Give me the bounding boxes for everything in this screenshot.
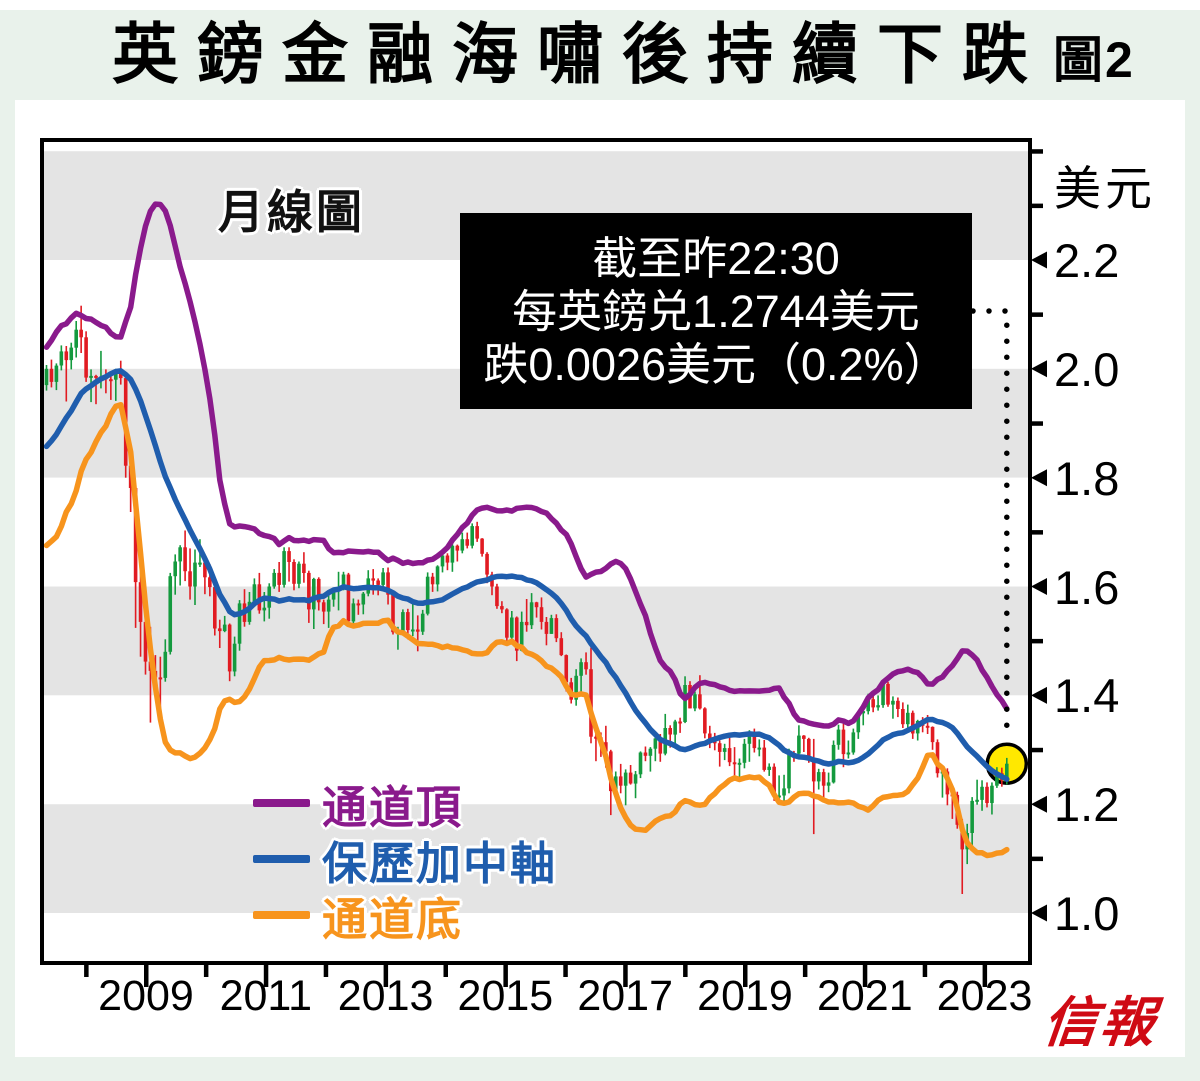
x-tick-label: 2017	[577, 972, 674, 1020]
y-tick-label: 2.2	[1054, 234, 1120, 287]
y-tick-label: 1.0	[1054, 887, 1120, 941]
legend-item-channel-bottom: 通道底	[253, 887, 557, 945]
x-axis-ticks	[84, 963, 988, 987]
channel-top-line	[43, 201, 1010, 729]
bollinger-mid-line	[43, 368, 1010, 782]
legend-item-bollinger-mid: 保歷加中軸	[253, 831, 557, 889]
bollinger-mid-swatch	[253, 855, 310, 863]
callout-line-change: 跌0.0026美元（0.2%）	[483, 338, 949, 390]
price-callout: 截至昨22:30 每英鎊兑1.2744美元 跌0.0026美元（0.2%）	[460, 213, 972, 409]
page-title: 英鎊金融海嘯後持續下跌	[112, 17, 1047, 91]
x-tick-label: 2023	[936, 972, 1033, 1020]
legend-label-channel-bottom: 通道底	[322, 893, 464, 945]
y-tick-label: 1.8	[1054, 451, 1120, 505]
channel-bottom-line	[43, 401, 1010, 859]
x-tick-label: 2013	[337, 972, 434, 1020]
y-tick-label: 1.6	[1054, 560, 1120, 614]
y-tick-label: 1.2	[1054, 778, 1120, 832]
channel-bottom-swatch	[253, 911, 310, 919]
x-tick-label: 2019	[697, 972, 793, 1020]
x-tick-label: 2009	[98, 972, 194, 1020]
headline: 英鎊金融海嘯後持續下跌 圖2	[112, 14, 1135, 95]
leader-dotted-line	[970, 308, 1010, 744]
figure-label: 圖2	[1053, 32, 1135, 89]
x-tick-label: 2015	[457, 972, 554, 1020]
callout-line-price: 每英鎊兑1.2744美元	[512, 285, 920, 337]
plot-border	[40, 138, 1032, 965]
x-tick-label: 2021	[816, 972, 913, 1020]
legend-item-channel-top: 通道頂	[253, 775, 557, 833]
y-axis-ticks	[1030, 149, 1047, 922]
legend-label-bollinger-mid: 保歷加中軸	[322, 837, 558, 889]
x-tick-label: 2011	[219, 972, 313, 1020]
brand-logo: 信報	[1040, 993, 1161, 1053]
channel-top-swatch	[253, 799, 310, 807]
legend: 通道頂 保歷加中軸 通道底	[253, 775, 557, 945]
plot-type-label: 月線圖	[218, 186, 365, 238]
legend-label-channel-top: 通道頂	[322, 781, 464, 833]
page-top-margin	[0, 0, 1200, 10]
callout-line-time: 截至昨22:30	[592, 232, 840, 284]
y-tick-label: 2.0	[1054, 342, 1120, 396]
y-axis-unit-label: 美元	[1054, 162, 1156, 215]
y-tick-label: 1.4	[1054, 669, 1120, 723]
